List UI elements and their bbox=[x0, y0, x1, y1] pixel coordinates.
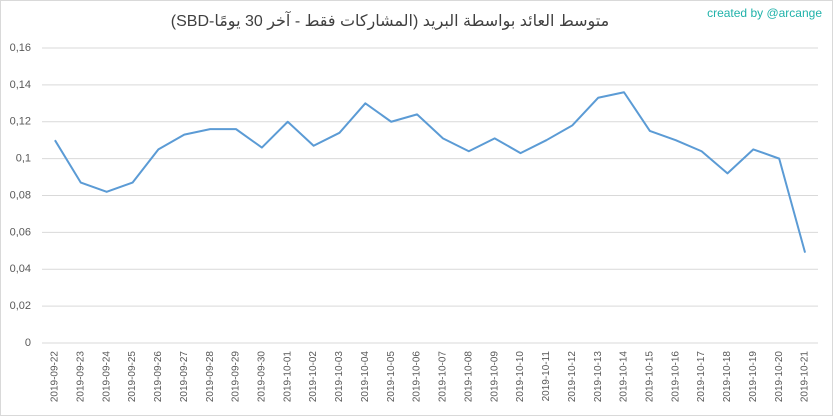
x-tick-label: 2019-10-11 bbox=[541, 351, 552, 402]
x-tick-label: 2019-10-01 bbox=[282, 351, 293, 403]
y-tick-label: 0,12 bbox=[10, 116, 31, 128]
y-tick-label: 0,08 bbox=[10, 189, 31, 201]
x-tick-label: 2019-10-12 bbox=[567, 351, 578, 403]
x-tick-label: 2019-09-24 bbox=[101, 351, 112, 403]
x-tick-label: 2019-10-16 bbox=[670, 351, 681, 403]
y-tick-label: 0,02 bbox=[10, 300, 31, 312]
x-tick-label: 2019-10-09 bbox=[489, 351, 500, 403]
x-tick-label: 2019-10-05 bbox=[386, 351, 397, 403]
x-tick-label: 2019-09-22 bbox=[50, 351, 61, 403]
x-tick-label: 2019-09-25 bbox=[127, 351, 138, 403]
x-tick-label: 2019-10-20 bbox=[774, 351, 785, 403]
data-line bbox=[54, 91, 807, 253]
x-tick-label: 2019-10-21 bbox=[800, 351, 811, 403]
x-tick-label: 2019-10-03 bbox=[334, 351, 345, 403]
y-tick-label: 0,1 bbox=[16, 153, 31, 165]
x-tick-label: 2019-10-18 bbox=[722, 351, 733, 403]
x-tick-label: 2019-09-26 bbox=[153, 351, 164, 403]
y-tick-label: 0,04 bbox=[10, 263, 31, 275]
x-tick-label: 2019-09-30 bbox=[257, 351, 268, 403]
x-tick-label: 2019-10-08 bbox=[463, 351, 474, 403]
x-tick-label: 2019-09-28 bbox=[205, 351, 216, 403]
x-tick-label: 2019-09-29 bbox=[231, 351, 242, 403]
y-tick-label: 0 bbox=[25, 337, 31, 349]
annotation: created by @arcange bbox=[707, 6, 822, 20]
x-tick-label: 2019-09-23 bbox=[75, 351, 86, 403]
y-tick-label: 0,06 bbox=[10, 226, 31, 238]
x-tick-label: 2019-10-15 bbox=[645, 351, 656, 403]
x-tick-label: 2019-10-04 bbox=[360, 351, 371, 403]
x-tick-label: 2019-10-13 bbox=[593, 351, 604, 403]
x-tick-label: 2019-10-07 bbox=[438, 351, 449, 403]
x-tick-label: 2019-10-06 bbox=[412, 351, 423, 403]
x-tick-label: 2019-10-02 bbox=[308, 351, 319, 403]
y-tick-label: 0,16 bbox=[10, 42, 31, 54]
x-tick-label: 2019-10-19 bbox=[748, 351, 759, 403]
x-tick-label: 2019-10-17 bbox=[696, 351, 707, 403]
x-tick-label: 2019-10-10 bbox=[515, 351, 526, 403]
y-tick-label: 0,14 bbox=[10, 79, 31, 91]
x-tick-label: 2019-10-14 bbox=[619, 351, 630, 403]
chart-title: متوسط العائد بواسطة البريد (المشاركات فق… bbox=[171, 11, 609, 31]
x-tick-label: 2019-09-27 bbox=[179, 351, 190, 403]
